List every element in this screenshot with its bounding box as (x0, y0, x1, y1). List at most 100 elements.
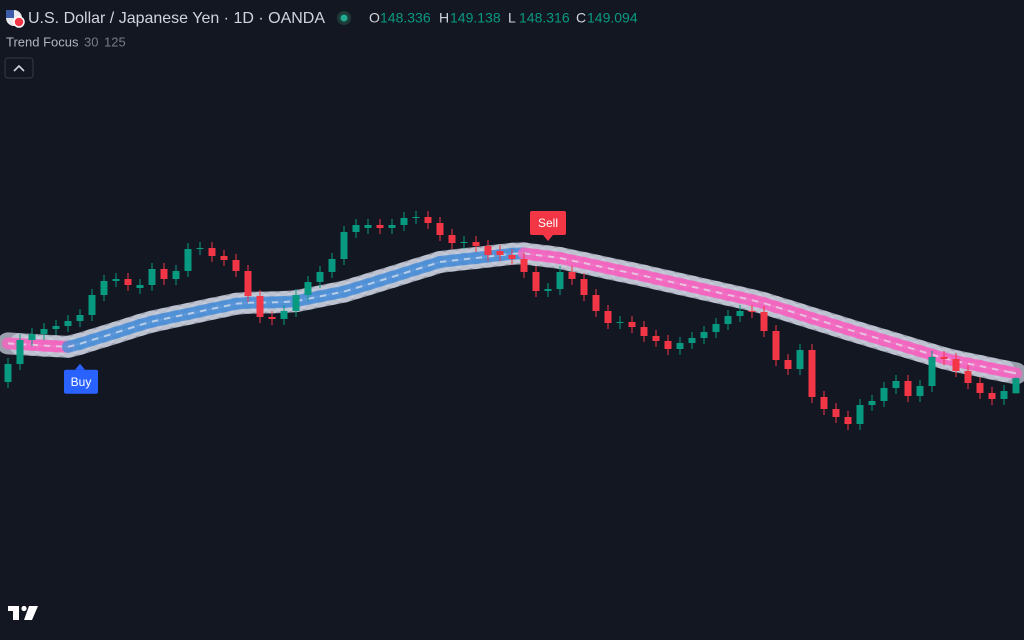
indicator-param: 125 (104, 34, 126, 49)
candle-body (400, 218, 408, 225)
candle-body (88, 295, 96, 315)
candle-body (304, 282, 312, 295)
ribbon-line (1003, 366, 1017, 371)
candle-body (316, 272, 324, 282)
ohlc-label: C (576, 10, 586, 26)
logo-part (24, 606, 38, 620)
indicator-legend: Trend Focus 30 125 (4, 34, 126, 79)
candle-body (364, 225, 372, 228)
buy-signal (75, 363, 85, 370)
indicator-name[interactable]: Trend Focus (6, 34, 79, 49)
candle-body (856, 405, 864, 424)
candle-body (412, 217, 420, 218)
collapse-button[interactable] (4, 57, 34, 79)
candle-body (832, 409, 840, 417)
candle-body (808, 350, 816, 397)
buy-label: Buy (71, 375, 92, 389)
candle-body (1000, 391, 1008, 399)
ohlc-label: L (508, 10, 516, 26)
market-status-dot (340, 14, 348, 22)
candle-body (892, 381, 900, 388)
ohlc-values: O 148.336 H 149.138 L 148.316 C 149.094 (369, 10, 638, 26)
sell-label: Sell (538, 216, 558, 230)
candle-body (472, 242, 480, 246)
candle-body (388, 225, 396, 228)
ohlc-value: 148.316 (519, 10, 570, 26)
tradingview-logo[interactable] (8, 605, 38, 620)
candle-body (976, 383, 984, 393)
candle-body (280, 311, 288, 319)
candle-body (292, 295, 300, 311)
candle-body (40, 329, 48, 334)
candle-body (160, 269, 168, 279)
candle-body (52, 326, 60, 329)
candle-body (484, 246, 492, 255)
candle-body (124, 279, 132, 285)
candle-body (676, 343, 684, 349)
candle-body (4, 364, 12, 382)
candle-body (616, 322, 624, 323)
candle-body (952, 359, 960, 371)
ohlc-value: 149.138 (450, 10, 501, 26)
buy-signal (64, 369, 98, 394)
candle-body (916, 386, 924, 396)
candle-body (136, 285, 144, 288)
candle-body (112, 279, 120, 281)
candle-body (424, 217, 432, 223)
candle-body (172, 271, 180, 279)
candle-body (628, 322, 636, 327)
collapse-icon (13, 64, 25, 72)
candle-body (28, 334, 36, 340)
candle-body (736, 311, 744, 316)
candle-body (376, 225, 384, 228)
candle-body (208, 248, 216, 256)
flag-icon-jp (13, 16, 25, 28)
logo-part (21, 605, 27, 612)
candle-body (256, 296, 264, 317)
symbol-title[interactable]: U.S. Dollar / Japanese Yen · 1D · OANDA (28, 10, 325, 27)
candle-body (868, 401, 876, 405)
sell-signal (530, 211, 566, 235)
candle-body (268, 317, 276, 319)
candle-body (508, 255, 516, 259)
candle-body (724, 316, 732, 324)
candle-body (76, 315, 84, 321)
candle-body (520, 259, 528, 272)
candle-body (904, 381, 912, 396)
ohlc-value: 149.094 (587, 10, 638, 26)
ribbon-center (1003, 370, 1017, 375)
candle-body (232, 260, 240, 271)
candle-body (592, 295, 600, 311)
ohlc-label: O (369, 10, 380, 26)
ohlc-label: H (439, 10, 449, 26)
candle-body (604, 311, 612, 323)
ohlc-value: 148.336 (380, 10, 431, 26)
candle-body (748, 311, 756, 312)
candle-body (652, 336, 660, 341)
sell-signal (543, 235, 553, 241)
candle-body (1012, 378, 1020, 394)
candle-body (340, 232, 348, 259)
plot-area: Buy Sell (0, 211, 1024, 430)
candle-body (184, 249, 192, 271)
candle-body (712, 324, 720, 332)
candle-body (64, 321, 72, 326)
ribbon-line (1003, 374, 1017, 379)
candle-body (436, 223, 444, 235)
candle-body (988, 393, 996, 399)
candle-body (568, 272, 576, 279)
candle-body (148, 269, 156, 285)
candle-body (796, 350, 804, 369)
candle-body (688, 338, 696, 343)
candles (4, 211, 1020, 430)
trend-ribbon (0, 242, 1024, 385)
candle-body (16, 340, 24, 364)
candle-body (772, 331, 780, 360)
candle-body (196, 248, 204, 249)
candle-body (820, 397, 828, 409)
candle-body (940, 357, 948, 359)
candle-body (928, 357, 936, 386)
logo-part (8, 606, 19, 620)
candle-body (532, 272, 540, 291)
